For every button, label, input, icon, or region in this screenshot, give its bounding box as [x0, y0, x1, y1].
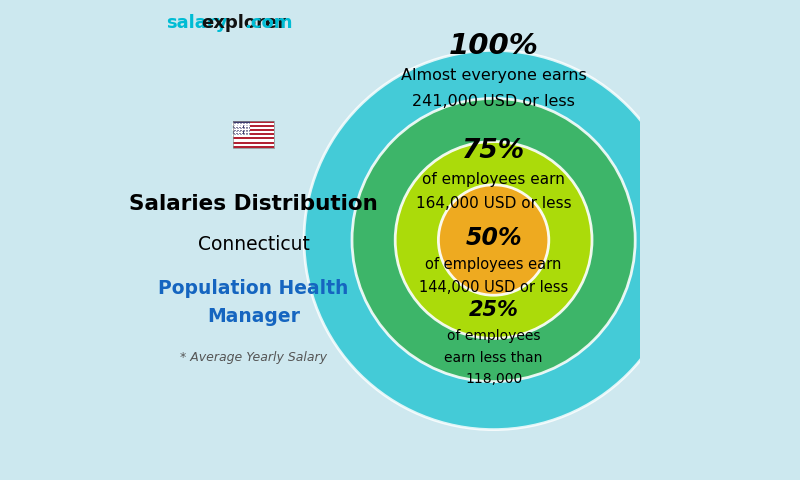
- Text: Population Health: Population Health: [158, 278, 349, 298]
- Bar: [234, 137, 274, 140]
- Text: 100%: 100%: [449, 32, 538, 60]
- Bar: [234, 145, 274, 148]
- Circle shape: [395, 142, 592, 338]
- Text: 75%: 75%: [462, 138, 525, 164]
- Text: of employees: of employees: [447, 329, 540, 343]
- Text: 164,000 USD or less: 164,000 USD or less: [416, 196, 571, 212]
- Text: of employees earn: of employees earn: [422, 171, 565, 187]
- Bar: [234, 144, 274, 145]
- Bar: [234, 132, 274, 133]
- Bar: [234, 129, 274, 132]
- Text: 50%: 50%: [466, 226, 522, 250]
- Bar: [234, 121, 250, 135]
- Circle shape: [352, 98, 635, 382]
- Text: 25%: 25%: [469, 300, 518, 320]
- Bar: [234, 121, 274, 148]
- Bar: [234, 127, 274, 129]
- Text: salary: salary: [166, 14, 228, 33]
- Circle shape: [438, 185, 549, 295]
- Bar: [234, 140, 274, 142]
- Bar: [234, 123, 274, 125]
- Text: Salaries Distribution: Salaries Distribution: [130, 194, 378, 214]
- Text: 241,000 USD or less: 241,000 USD or less: [412, 94, 575, 109]
- Text: Almost everyone earns: Almost everyone earns: [401, 68, 586, 83]
- Bar: [234, 133, 274, 135]
- Text: * Average Yearly Salary: * Average Yearly Salary: [180, 351, 327, 364]
- Text: Connecticut: Connecticut: [198, 235, 310, 254]
- Bar: [234, 135, 274, 137]
- FancyBboxPatch shape: [160, 0, 640, 480]
- Text: .com: .com: [244, 14, 293, 33]
- Text: of employees earn: of employees earn: [426, 256, 562, 272]
- Text: explorer: explorer: [202, 14, 286, 33]
- Text: Manager: Manager: [207, 307, 300, 326]
- Bar: [234, 121, 274, 123]
- Bar: [234, 142, 274, 144]
- Text: earn less than: earn less than: [445, 350, 542, 365]
- Text: 144,000 USD or less: 144,000 USD or less: [419, 280, 568, 295]
- Circle shape: [304, 50, 683, 430]
- Bar: [234, 125, 274, 127]
- Text: 118,000: 118,000: [465, 372, 522, 386]
